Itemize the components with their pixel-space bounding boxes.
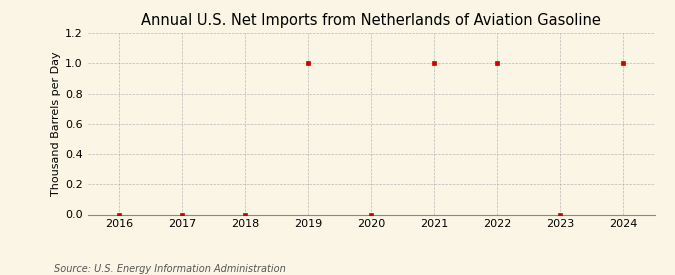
Text: Source: U.S. Energy Information Administration: Source: U.S. Energy Information Administ… (54, 264, 286, 274)
Y-axis label: Thousand Barrels per Day: Thousand Barrels per Day (51, 51, 61, 196)
Title: Annual U.S. Net Imports from Netherlands of Aviation Gasoline: Annual U.S. Net Imports from Netherlands… (141, 13, 601, 28)
